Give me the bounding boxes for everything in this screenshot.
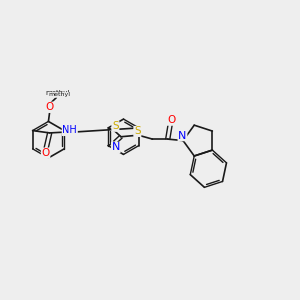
Text: N: N bbox=[178, 130, 187, 141]
Text: N: N bbox=[178, 130, 187, 141]
Text: N: N bbox=[112, 142, 120, 152]
Text: O: O bbox=[167, 115, 176, 125]
Text: NH: NH bbox=[62, 126, 77, 136]
Text: S: S bbox=[134, 126, 141, 136]
Text: S: S bbox=[112, 121, 119, 131]
Text: O: O bbox=[46, 102, 54, 112]
Text: N: N bbox=[112, 142, 120, 152]
Text: O: O bbox=[41, 148, 50, 158]
Text: S: S bbox=[134, 126, 141, 136]
Text: O: O bbox=[46, 102, 54, 112]
Text: O: O bbox=[167, 115, 176, 125]
Text: S: S bbox=[112, 121, 119, 131]
Text: methyl: methyl bbox=[48, 92, 70, 98]
Text: O: O bbox=[41, 148, 50, 158]
Text: NH: NH bbox=[62, 125, 77, 135]
Text: methyl: methyl bbox=[46, 90, 70, 96]
